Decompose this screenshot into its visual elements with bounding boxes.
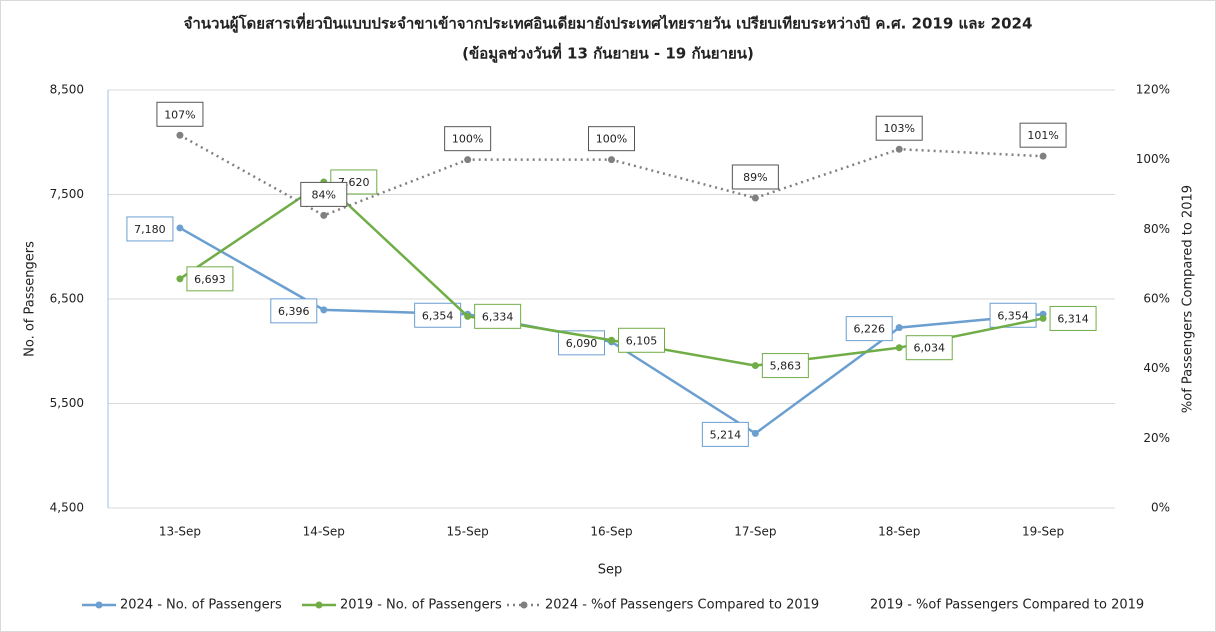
y2-tick-label: 60% [1143, 292, 1170, 306]
data-point [176, 131, 184, 139]
data-point [751, 194, 759, 202]
legend-label: 2019 - No. of Passengers [340, 598, 502, 613]
data-label: 5,863 [770, 360, 802, 373]
x-tick-label: 17-Sep [734, 525, 776, 539]
data-label: 84% [312, 188, 336, 201]
data-label: 6,354 [422, 309, 454, 322]
x-axis-label: Sep [598, 563, 623, 578]
x-tick-label: 13-Sep [159, 525, 201, 539]
data-label-box [618, 327, 665, 353]
data-point [895, 324, 903, 332]
data-label: 6,354 [997, 309, 1029, 322]
x-tick-label: 16-Sep [590, 525, 632, 539]
legend-label: 2024 - %of Passengers Compared to 2019 [545, 598, 819, 613]
data-label-box [845, 316, 893, 342]
data-label: 100% [596, 133, 627, 146]
data-point [608, 156, 615, 164]
data-label-box [270, 298, 318, 324]
y2-tick-label: 20% [1143, 431, 1170, 445]
data-label: 101% [1027, 129, 1058, 142]
data-point [1039, 152, 1047, 160]
y-tick-label: 6,500 [50, 292, 84, 306]
data-label: 100% [452, 133, 483, 146]
y2-axis-label: %of Passengers Compared to 2019 [1181, 185, 1196, 413]
legend-label: 2024 - No. of Passengers [120, 598, 282, 613]
chart-title: จำนวนผู้โดยสารเที่ยวบินแบบประจำขาเข้าจาก… [184, 13, 1033, 34]
data-point [895, 145, 903, 153]
y-axis-label: No. of Passengers [23, 241, 38, 357]
data-label-box [444, 126, 492, 152]
y-tick-label: 8,500 [50, 83, 84, 97]
data-label-box [761, 353, 809, 379]
data-point [176, 275, 184, 283]
y-tick-label: 5,500 [50, 396, 84, 410]
x-tick-label: 18-Sep [878, 525, 920, 539]
data-label: 5,214 [710, 428, 742, 441]
legend-marker [315, 601, 323, 609]
data-point [464, 312, 472, 320]
data-label-box [905, 335, 953, 361]
data-label: 6,334 [482, 310, 514, 323]
data-label: 89% [743, 171, 767, 184]
data-label-box [1019, 122, 1067, 148]
chart-subtitle: (ข้อมูลช่วงวันที่ 13 กันยายน - 19 กันยาย… [462, 43, 754, 64]
y-tick-label: 7,500 [50, 187, 84, 201]
data-label: 6,693 [194, 273, 226, 286]
y2-tick-label: 0% [1151, 501, 1170, 515]
data-label-box [1049, 305, 1097, 331]
data-point [464, 156, 472, 164]
x-tick-label: 19-Sep [1022, 525, 1064, 539]
data-label: 6,226 [853, 323, 885, 336]
data-label: 6,396 [278, 305, 310, 318]
y2-tick-label: 100% [1136, 152, 1170, 166]
legend-label: 2019 - %of Passengers Compared to 2019 [870, 598, 1144, 613]
data-point [320, 306, 328, 314]
data-label-box [186, 266, 234, 292]
data-label: 6,034 [913, 342, 945, 355]
data-label: 6,314 [1057, 312, 1089, 325]
data-point [895, 344, 903, 352]
data-label-box [731, 164, 779, 190]
legend-marker [520, 601, 528, 609]
y-tick-label: 4,500 [50, 501, 84, 515]
data-label: 6,090 [566, 337, 598, 350]
data-label-box [875, 115, 923, 141]
data-label-box [588, 126, 635, 152]
data-label: 7,180 [134, 223, 166, 236]
data-point [176, 224, 184, 232]
legend-marker [95, 601, 103, 609]
data-point [1039, 314, 1047, 322]
data-point [751, 362, 759, 370]
x-tick-label: 15-Sep [447, 525, 489, 539]
data-label-box [126, 216, 174, 242]
data-label-box [989, 302, 1037, 328]
data-label-box [701, 421, 749, 447]
data-label: 6,105 [626, 334, 658, 347]
data-label-box [414, 302, 462, 328]
y2-tick-label: 80% [1143, 222, 1170, 236]
x-tick-label: 14-Sep [303, 525, 345, 539]
y2-tick-label: 40% [1143, 361, 1170, 375]
data-label: 107% [164, 108, 195, 121]
data-label: 103% [883, 122, 914, 135]
data-point [320, 211, 328, 219]
data-point [608, 336, 615, 344]
data-label-box [474, 303, 522, 329]
data-point [751, 429, 759, 437]
data-label-box [156, 101, 204, 127]
y2-tick-label: 120% [1136, 83, 1170, 97]
data-label-box [300, 181, 348, 207]
